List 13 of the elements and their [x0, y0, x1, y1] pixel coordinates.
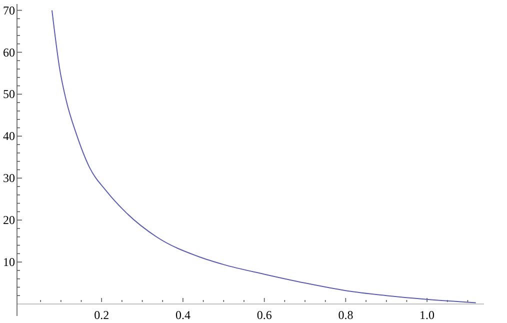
- x-tick-label: 0.4: [175, 308, 190, 322]
- y-tick-label: 30: [3, 171, 15, 186]
- y-tick-label: 40: [3, 129, 15, 144]
- y-tick-label: 70: [3, 3, 15, 18]
- x-tick-label: 0.6: [256, 308, 272, 322]
- y-tick-label: 60: [3, 45, 15, 60]
- x-tick-label: 0.8: [338, 308, 354, 322]
- y-tick-label: 10: [3, 255, 15, 270]
- x-tick-label: 1.0: [420, 308, 435, 322]
- y-tick-label: 20: [3, 213, 15, 228]
- line-series: [51, 10, 476, 304]
- y-tick-label: 50: [3, 87, 15, 102]
- x-tick-label: 0.2: [94, 308, 110, 322]
